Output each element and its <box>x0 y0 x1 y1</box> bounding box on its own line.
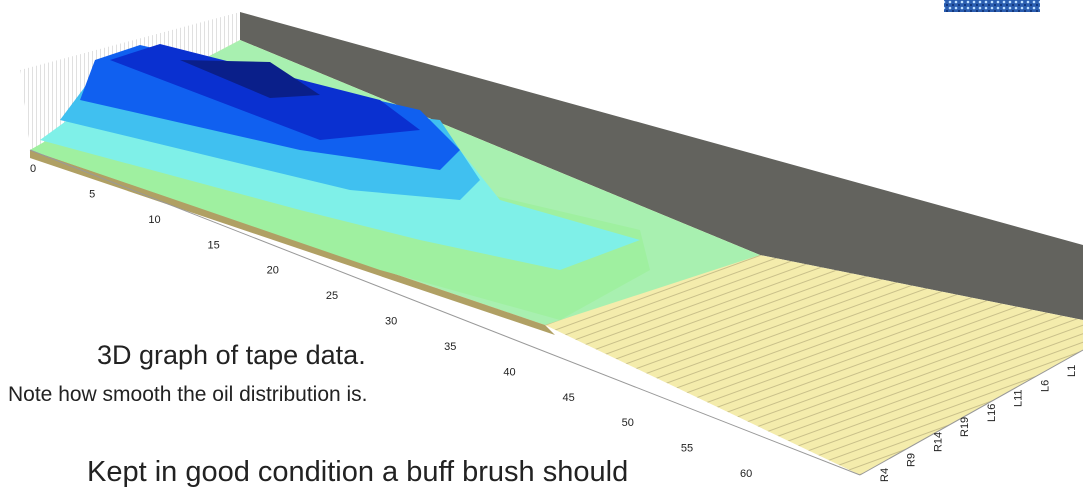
depth-tick-label: 15 <box>208 239 220 251</box>
slide: 0 5 10 15 20 25 30 35 40 45 50 55 60 R4 R9 R14 R19 L16 L11… <box>0 0 1083 490</box>
caption-body: Kept in good condition a buff brush shou… <box>87 456 628 489</box>
surface-chart: 0 5 10 15 20 25 30 35 40 45 50 55 60 R4 R9 R14 R19 L16 L11… <box>0 0 1083 490</box>
lane-tick-label: R14 <box>932 432 944 452</box>
image-thumbnail <box>944 0 1040 12</box>
lane-tick-label: L6 <box>1039 380 1051 392</box>
lane-tick-label: L1 <box>1066 365 1078 377</box>
depth-tick-label: 25 <box>326 290 338 302</box>
lane-tick-label: R9 <box>906 453 918 467</box>
depth-tick-label: 5 <box>89 188 95 200</box>
depth-tick-label: 50 <box>622 417 634 429</box>
depth-tick-label: 55 <box>681 443 693 455</box>
lane-tick-label: L11 <box>1013 389 1025 407</box>
lane-tick-label: R4 <box>879 468 891 482</box>
depth-tick-label: 60 <box>740 468 752 480</box>
lane-tick-label: L16 <box>986 404 998 422</box>
depth-tick-label: 40 <box>503 366 515 378</box>
depth-tick-label: 35 <box>444 341 456 353</box>
depth-tick-label: 10 <box>148 214 160 226</box>
depth-tick-label: 20 <box>267 265 279 277</box>
caption-note: Note how smooth the oil distribution is. <box>8 383 368 407</box>
lane-tick-label: R19 <box>959 417 971 437</box>
depth-tick-label: 30 <box>385 316 397 328</box>
depth-tick-label: 0 <box>30 163 36 175</box>
depth-tick-label: 45 <box>563 392 575 404</box>
caption-title: 3D graph of tape data. <box>97 340 366 371</box>
